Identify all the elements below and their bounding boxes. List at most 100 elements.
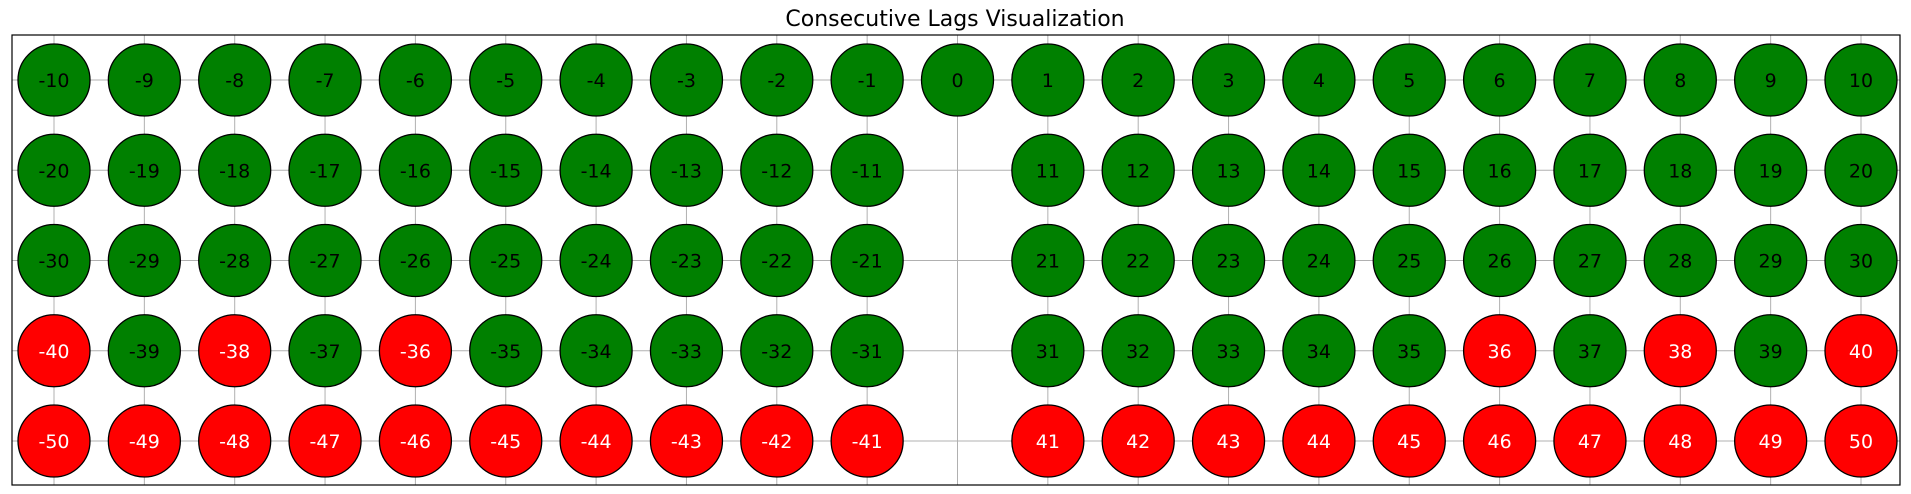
lag-label: 30 xyxy=(1849,251,1873,273)
lag-label: 14 xyxy=(1307,160,1331,182)
lag-label: -16 xyxy=(400,160,431,182)
lag-circle-red xyxy=(198,404,272,478)
lag-label: 9 xyxy=(1765,70,1777,92)
lag-label: -48 xyxy=(219,431,250,453)
lag-label: -23 xyxy=(671,251,702,273)
lag-label: 31 xyxy=(1036,341,1060,363)
lag-label: -31 xyxy=(852,341,883,363)
lag-marker: -15 xyxy=(469,133,543,207)
lag-label: 5 xyxy=(1403,70,1415,92)
lag-circle-green xyxy=(740,43,814,117)
lag-label: -47 xyxy=(310,431,341,453)
lag-marker: 36 xyxy=(1462,314,1537,388)
lag-circle-green xyxy=(1462,43,1537,117)
lag-marker: 26 xyxy=(1462,223,1537,298)
lag-marker: 49 xyxy=(1734,404,1808,478)
lag-circle-green xyxy=(17,43,91,117)
lag-label: -35 xyxy=(490,341,521,363)
lag-label: 50 xyxy=(1849,431,1873,453)
lag-marker: 23 xyxy=(1191,223,1266,298)
lag-circle-red xyxy=(1462,314,1537,388)
lag-marker: 11 xyxy=(1011,133,1085,207)
lag-marker: -12 xyxy=(740,133,814,207)
lag-marker: 4 xyxy=(1282,43,1356,117)
lag-label: -18 xyxy=(219,160,250,182)
lag-circle-red xyxy=(1191,404,1266,478)
lag-label: 37 xyxy=(1578,341,1602,363)
lag-marker: 28 xyxy=(1643,223,1717,298)
lag-markers: -10 -9 -8 -7 -6 -5 -4 -3 -2 -1 0 1 2 3 4 5 6 7 8 9 10-20 -19-… xyxy=(17,43,1898,478)
lag-marker: 6 xyxy=(1462,43,1537,117)
lag-circle-green xyxy=(649,43,724,117)
lag-label: 3 xyxy=(1223,70,1235,92)
lag-marker: 43 xyxy=(1191,404,1266,478)
lag-circle-red xyxy=(288,404,362,478)
lag-label: 44 xyxy=(1307,431,1331,453)
lag-label: -37 xyxy=(310,341,341,363)
lag-marker: -14 xyxy=(559,133,633,207)
lag-circle-green xyxy=(107,223,182,298)
lag-circle-red xyxy=(107,404,182,478)
lag-circle-red xyxy=(1734,404,1808,478)
lag-marker: 46 xyxy=(1462,404,1537,478)
lag-circle-green xyxy=(830,223,904,298)
lag-circle-green xyxy=(1191,314,1266,388)
lag-circle-green xyxy=(649,223,724,298)
lag-label: -49 xyxy=(129,431,160,453)
lag-marker: -1 xyxy=(830,43,904,117)
lag-circle-green xyxy=(830,314,904,388)
lag-marker: -7 xyxy=(288,43,362,117)
lag-marker: 25 xyxy=(1372,223,1446,298)
lag-marker: 9 xyxy=(1734,43,1808,117)
lag-label: -42 xyxy=(761,431,792,453)
lag-circle-green xyxy=(288,223,362,298)
lag-marker: 39 xyxy=(1734,314,1808,388)
lag-label: 27 xyxy=(1578,251,1602,273)
lag-circle-green xyxy=(649,314,724,388)
lag-label: 7 xyxy=(1584,70,1596,92)
lag-label: -36 xyxy=(400,341,431,363)
lag-marker: -35 xyxy=(469,314,543,388)
lag-label: 28 xyxy=(1668,251,1692,273)
chart-title: Consecutive Lags Visualization xyxy=(785,7,1124,32)
lag-marker: -27 xyxy=(288,223,362,298)
lag-label: -34 xyxy=(581,341,612,363)
lag-circle-green xyxy=(1282,43,1356,117)
lag-label: -40 xyxy=(38,341,69,363)
lag-label: 26 xyxy=(1488,251,1512,273)
lag-circle-red xyxy=(1011,404,1085,478)
lag-marker: 50 xyxy=(1824,404,1898,478)
lag-circle-red xyxy=(1643,314,1717,388)
lag-circle-green xyxy=(1553,133,1627,207)
lag-marker: -49 xyxy=(107,404,182,478)
lag-circle-green xyxy=(559,223,633,298)
lag-label: -17 xyxy=(310,160,341,182)
lag-marker: 18 xyxy=(1643,133,1717,207)
lag-marker: -9 xyxy=(107,43,182,117)
lag-marker: 44 xyxy=(1282,404,1356,478)
lag-label: -41 xyxy=(852,431,883,453)
lag-circle-red xyxy=(17,314,91,388)
lag-label: 22 xyxy=(1126,251,1150,273)
lag-circle-green xyxy=(1372,133,1446,207)
lag-marker: -42 xyxy=(740,404,814,478)
lag-marker: 32 xyxy=(1101,314,1175,388)
lag-marker: -11 xyxy=(830,133,904,207)
lag-label: 39 xyxy=(1759,341,1783,363)
lag-label: -26 xyxy=(400,251,431,273)
lag-circle-red xyxy=(830,404,904,478)
lag-circle-green xyxy=(1553,223,1627,298)
lag-circle-red xyxy=(1462,404,1537,478)
lag-label: -8 xyxy=(225,70,244,92)
lag-label: 40 xyxy=(1849,341,1873,363)
lag-marker: -34 xyxy=(559,314,633,388)
lag-circle-green xyxy=(17,133,91,207)
lag-circle-green xyxy=(1011,133,1085,207)
lag-marker: 0 xyxy=(920,43,995,117)
lag-circle-red xyxy=(378,314,453,388)
lag-circle-green xyxy=(378,133,453,207)
lag-circle-green xyxy=(1101,133,1175,207)
lag-circle-green xyxy=(1011,223,1085,298)
lag-marker: 41 xyxy=(1011,404,1085,478)
lag-label: 17 xyxy=(1578,160,1602,182)
